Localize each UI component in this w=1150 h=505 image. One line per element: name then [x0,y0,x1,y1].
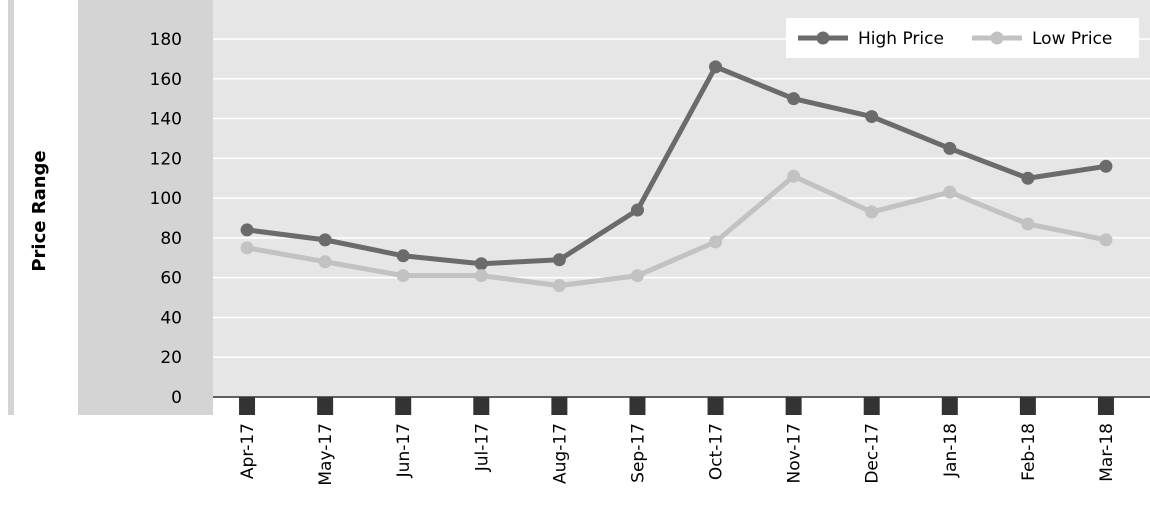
data-point [709,235,723,249]
category-marker [551,397,568,415]
y-axis-band [78,0,213,415]
x-tick-label: Apr-17 [238,423,258,479]
x-tick-label: Oct-17 [707,423,727,480]
y-tick-label: 20 [160,348,182,368]
y-tick-label: 100 [150,189,182,209]
category-marker [473,397,490,415]
y-tick-label: 180 [150,30,182,50]
x-tick-label: Jun-17 [394,423,414,478]
y-tick-label: 120 [150,149,182,169]
legend-label-low-price: Low Price [1032,29,1112,49]
x-tick-label: Nov-17 [785,423,805,484]
y-axis-title-rule [8,0,14,415]
plot-area [213,0,1150,398]
series-line [246,173,1107,289]
y-tick-label: 60 [160,269,182,289]
x-tick-label: Mar-18 [1097,423,1117,482]
legend-marker-high-price [816,31,830,45]
data-point [552,279,566,293]
data-point [552,253,566,267]
data-point [396,249,410,263]
data-point [474,269,488,283]
gridlines [213,38,1150,358]
data-point [787,169,801,183]
category-marker [239,397,256,415]
category-marker [941,397,958,415]
data-point [1021,171,1035,185]
x-tick-label: Jul-17 [472,423,492,472]
data-point [240,223,254,237]
data-point [240,241,254,255]
category-marker [707,397,724,415]
category-marker [863,397,880,415]
y-tick-label: 160 [150,70,182,90]
x-tick-label: Sep-17 [628,423,648,483]
y-tick-label: 0 [171,388,182,408]
data-point [787,92,801,106]
data-point [630,203,644,217]
data-point [1099,233,1113,247]
category-marker [1019,397,1036,415]
x-tick-label: Jan-18 [941,423,961,478]
y-tick-labels: 0 20 40 60 80 100 120 140 160 180 [150,30,182,408]
legend-marker-low-price [990,31,1004,45]
category-marker [1097,397,1114,415]
series-high-price [240,60,1113,271]
legend-item-high-price: High Price [798,29,944,49]
data-point [396,269,410,283]
y-tick-label: 140 [150,110,182,130]
series-line [246,64,1107,267]
data-point [943,185,957,199]
data-point [709,60,723,74]
y-axis-title: Price Range [29,150,50,271]
x-tick-label: Dec-17 [863,423,883,484]
series-low-price [240,169,1113,293]
series [240,60,1113,293]
y-tick-label: 80 [160,229,182,249]
legend-label-high-price: High Price [858,29,944,49]
x-tick-label: May-17 [316,423,336,486]
legend: High Price Low Price [786,18,1139,58]
category-marker [785,397,802,415]
data-point [318,233,332,247]
x-tick-labels: Apr-17 May-17 Jun-17 Jul-17 Aug-17 Sep-17 Oct-… [238,423,1117,486]
x-tick-label: Feb-18 [1019,423,1039,481]
y-tick-label: 40 [160,308,182,328]
data-point [865,110,879,124]
data-point [865,205,879,219]
category-marker [395,397,412,415]
data-point [943,141,957,155]
category-marker [317,397,334,415]
data-point [1099,159,1113,173]
legend-item-low-price: Low Price [972,29,1112,49]
category-marker [629,397,646,415]
data-point [474,257,488,271]
data-point [1021,217,1035,231]
data-point [630,269,644,283]
category-markers [239,397,1114,415]
x-tick-label: Aug-17 [550,423,570,484]
data-point [318,255,332,269]
